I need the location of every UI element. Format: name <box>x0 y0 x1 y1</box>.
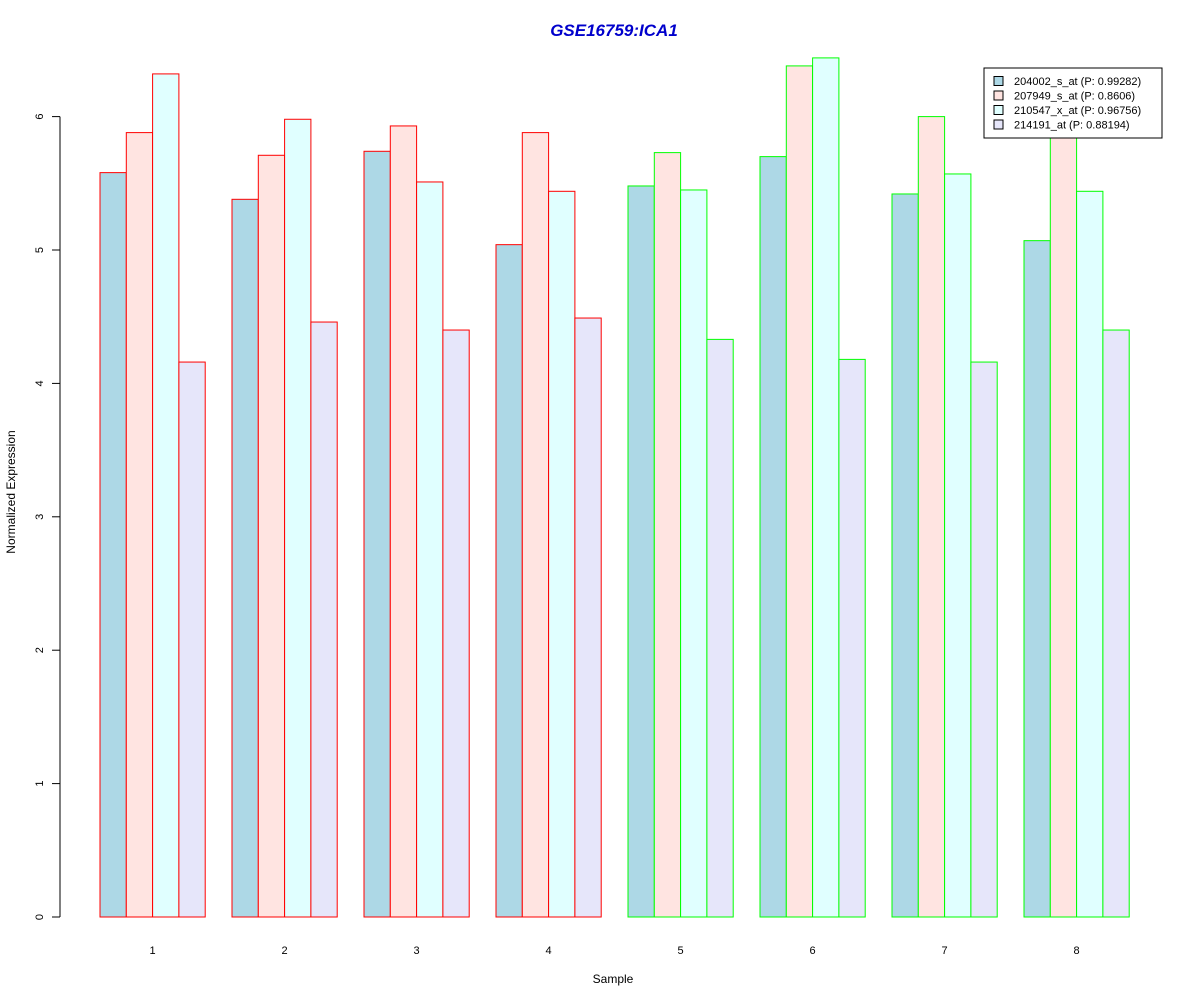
y-tick-label: 0 <box>34 914 46 920</box>
bar <box>363 150 391 918</box>
y-tick-label: 5 <box>34 247 46 253</box>
bar <box>812 57 840 918</box>
bar-group-3 <box>363 125 470 918</box>
legend-label: 204002_s_at (P: 0.99282) <box>1014 76 1141 88</box>
bar-group-7 <box>891 116 998 918</box>
bar <box>785 65 814 918</box>
x-tick-label: 1 <box>150 945 156 957</box>
x-tick-label: 4 <box>546 945 552 957</box>
bar <box>891 193 919 918</box>
bar <box>99 172 127 918</box>
y-tick-label: 1 <box>34 781 46 787</box>
legend-label: 214191_at (P: 0.88194) <box>1014 120 1130 132</box>
bar <box>759 156 787 918</box>
bar <box>680 189 708 918</box>
bar <box>917 116 946 918</box>
chart-title: GSE16759:ICA1 <box>550 21 678 40</box>
legend-label: 207949_s_at (P: 0.8606) <box>1014 91 1135 103</box>
x-axis: 1 2 3 4 5 6 7 8 <box>150 945 1080 957</box>
bar <box>389 125 418 918</box>
x-tick-label: 7 <box>942 945 948 957</box>
legend-box <box>983 67 1163 139</box>
bar <box>125 132 154 918</box>
x-tick-label: 3 <box>414 945 420 957</box>
bar <box>944 173 972 918</box>
y-tick-label: 6 <box>34 114 46 120</box>
bar <box>495 244 523 918</box>
legend-swatch <box>993 90 1004 101</box>
bar-group-4 <box>495 132 602 918</box>
bar-group-1 <box>99 73 206 918</box>
bar <box>442 329 470 918</box>
y-axis-label: Normalized Expression <box>4 430 18 553</box>
bar-group-2 <box>231 118 338 918</box>
bar <box>257 154 286 918</box>
x-tick-label: 5 <box>678 945 684 957</box>
bar-group-5 <box>627 152 734 918</box>
bar <box>1076 190 1104 918</box>
bar <box>970 361 998 918</box>
bar <box>706 338 734 918</box>
bar <box>178 361 206 918</box>
legend: 204002_s_at (P: 0.99282) 207949_s_at (P: … <box>983 67 1163 139</box>
bar <box>521 132 550 918</box>
bar <box>416 181 444 918</box>
bar <box>1023 240 1051 918</box>
bar <box>152 73 180 918</box>
bar-group-6 <box>759 57 866 918</box>
x-tick-label: 6 <box>810 945 816 957</box>
legend-swatch <box>993 76 1004 86</box>
bar <box>627 185 655 918</box>
bar <box>574 317 602 918</box>
bar <box>1102 329 1130 918</box>
bars <box>99 57 1130 918</box>
legend-label: 210547_x_at (P: 0.96756) <box>1014 105 1141 117</box>
legend-swatch <box>993 119 1004 130</box>
bar <box>310 321 338 918</box>
bar <box>653 152 682 918</box>
bar <box>284 118 312 918</box>
y-tick-label: 2 <box>34 647 46 653</box>
bar-group-8 <box>1023 132 1130 918</box>
bar <box>1049 132 1078 918</box>
x-axis-label: Sample <box>593 972 634 986</box>
y-tick-label: 4 <box>34 380 46 386</box>
x-tick-label: 8 <box>1074 945 1080 957</box>
legend-swatch <box>993 105 1004 115</box>
x-tick-label: 2 <box>282 945 288 957</box>
bar <box>548 190 576 918</box>
bar <box>838 358 866 918</box>
y-tick-label: 3 <box>34 514 46 520</box>
y-axis: 0 1 2 3 4 5 6 <box>34 114 61 920</box>
bar <box>231 198 259 918</box>
